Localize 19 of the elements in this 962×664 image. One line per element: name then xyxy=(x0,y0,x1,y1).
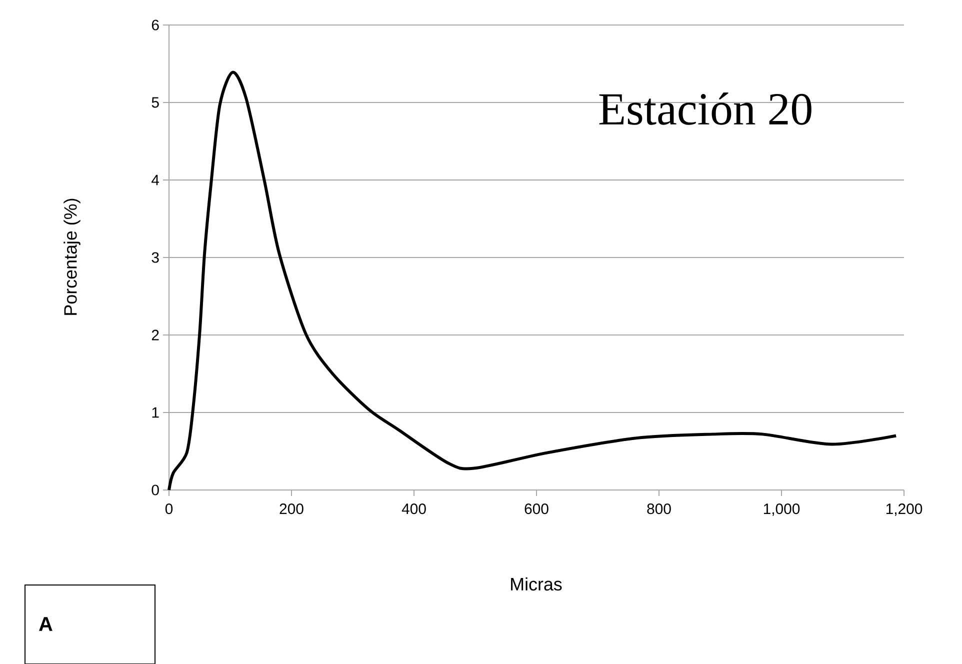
line-series xyxy=(168,70,898,492)
y-tick-label: 5 xyxy=(152,97,159,108)
text: A xyxy=(39,616,52,631)
x-tick-label: 0 xyxy=(165,503,173,514)
y-axis-title: Porcentaje (%) xyxy=(64,198,80,315)
y-tick-label: 3 xyxy=(152,252,159,263)
x-tick-label: 1,200 xyxy=(886,503,922,516)
x-tick-label: 200 xyxy=(280,503,304,514)
y-tick-label: 4 xyxy=(152,174,160,185)
x-tick-label: 400 xyxy=(402,503,426,514)
x-tick-label: 600 xyxy=(524,503,548,514)
y-tick-label: 1 xyxy=(152,407,159,418)
y-tick-label: 0 xyxy=(152,484,159,496)
x-tick-label: 800 xyxy=(647,503,671,514)
text: Estación 20 xyxy=(599,92,812,125)
x-tick-label: 1,000 xyxy=(764,503,800,516)
x-axis-title: Micras xyxy=(511,577,562,590)
y-tick-label: 6 xyxy=(152,19,159,30)
y-tick-label: 2 xyxy=(152,330,159,340)
